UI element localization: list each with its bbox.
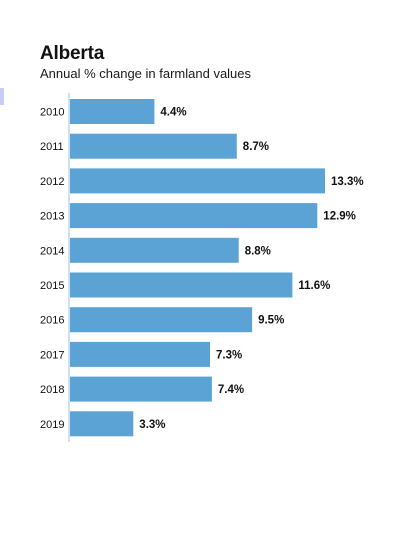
tick-label-2013: 2013 bbox=[40, 211, 64, 223]
bar-2011 bbox=[70, 133, 237, 159]
bar-2014 bbox=[70, 237, 239, 263]
value-label-2010: 4.4% bbox=[160, 107, 186, 119]
tick-label-2011: 2011 bbox=[40, 141, 64, 153]
tick-label-2012: 2012 bbox=[40, 176, 64, 188]
value-label-2016: 9.5% bbox=[258, 315, 284, 327]
tick-label-2019: 2019 bbox=[40, 419, 64, 431]
bar-2010 bbox=[70, 99, 155, 124]
value-label-2014: 8.8% bbox=[245, 245, 271, 257]
bar-2015 bbox=[70, 272, 293, 298]
tick-label-2010: 2010 bbox=[40, 107, 64, 119]
value-label-2015: 11.6% bbox=[298, 280, 330, 292]
tick-label-2016: 2016 bbox=[40, 315, 64, 327]
bar-2019 bbox=[70, 411, 134, 437]
bar-2012 bbox=[70, 168, 325, 194]
bar-2016 bbox=[70, 307, 253, 333]
value-label-2011: 8.7% bbox=[243, 141, 269, 153]
bar-2013 bbox=[70, 203, 318, 229]
value-label-2019: 3.3% bbox=[139, 419, 165, 431]
chart-subtitle: Annual % change in farmland values bbox=[40, 66, 252, 81]
labels-group: 2010 4.4% 2011 8.7% 2012 13.3% 2013 12.9% 2014 8.… bbox=[40, 107, 364, 431]
chart-title: Alberta bbox=[40, 43, 105, 64]
value-label-2013: 12.9% bbox=[323, 211, 356, 223]
bar-2017 bbox=[70, 341, 210, 367]
tick-label-2018: 2018 bbox=[40, 384, 64, 396]
tick-label-2014: 2014 bbox=[40, 245, 64, 257]
tick-label-2017: 2017 bbox=[40, 349, 64, 361]
side-accent-marker bbox=[0, 88, 4, 105]
bar-2018 bbox=[70, 376, 212, 402]
value-label-2012: 13.3% bbox=[331, 176, 364, 188]
value-label-2018: 7.4% bbox=[218, 384, 244, 396]
value-label-2017: 7.3% bbox=[216, 349, 242, 361]
bars-group bbox=[70, 99, 325, 437]
tick-label-2015: 2015 bbox=[40, 280, 64, 292]
